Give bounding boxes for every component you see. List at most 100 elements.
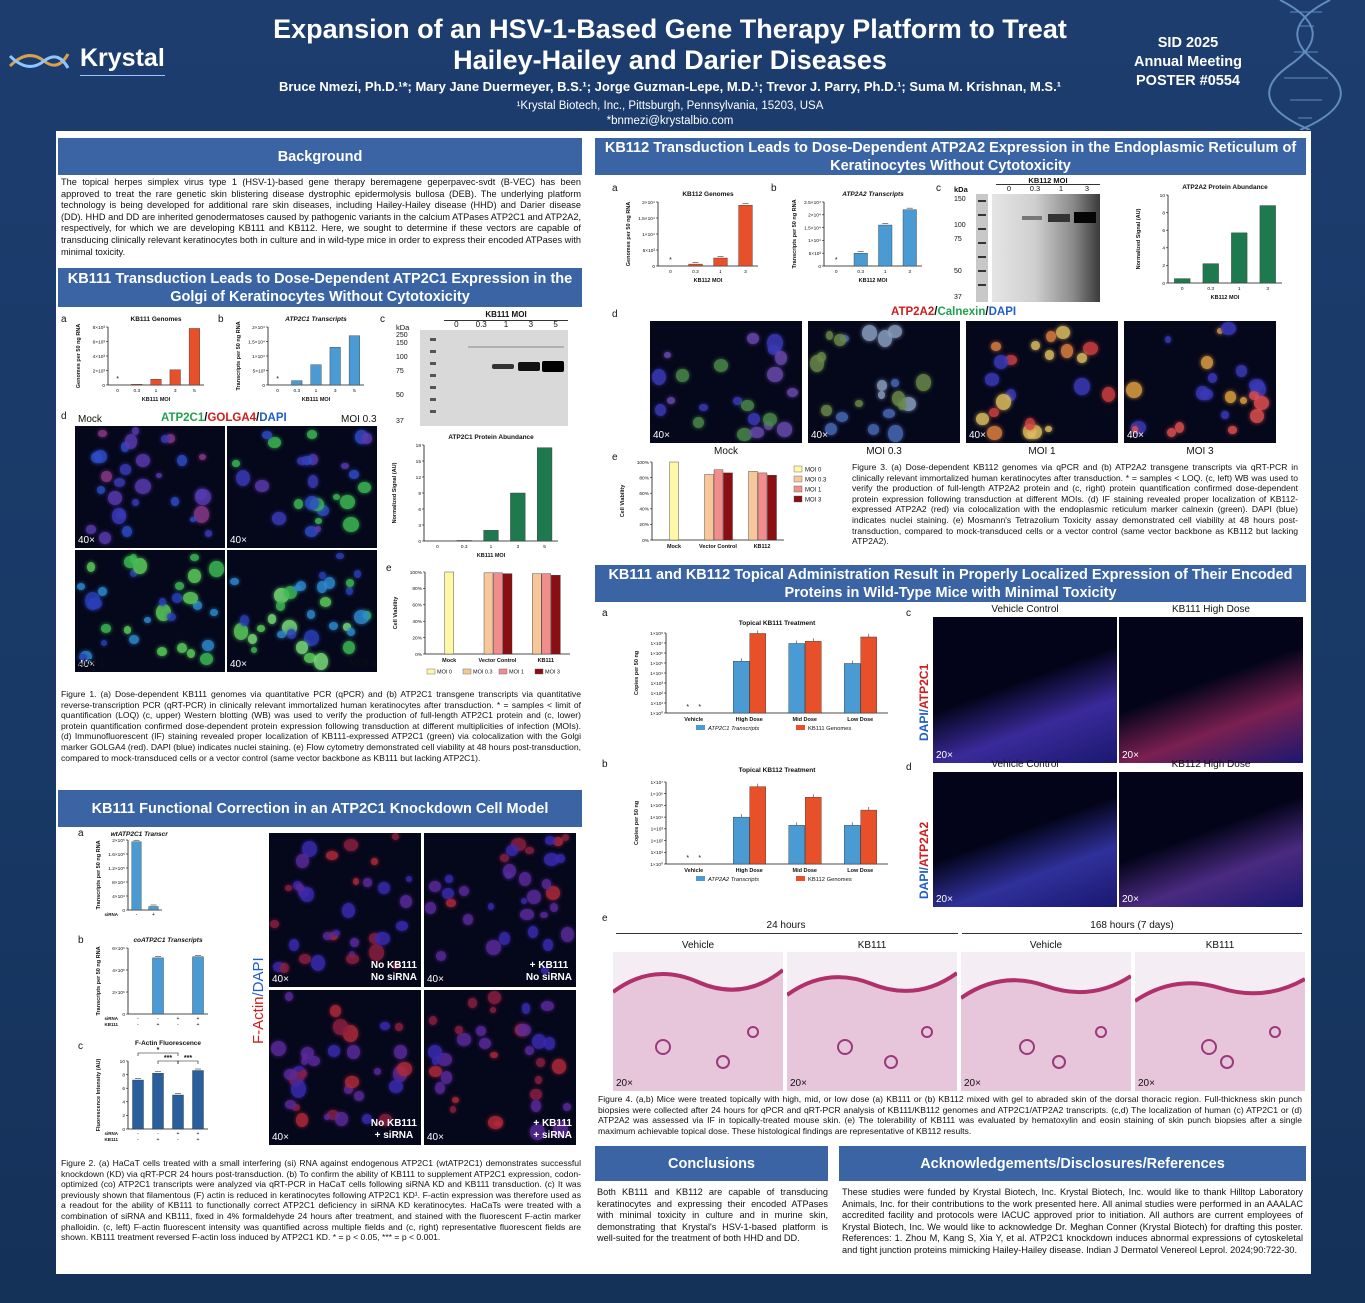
- cell-nucleus: [1239, 396, 1247, 404]
- fig2c-row-symbol: -: [137, 1131, 139, 1137]
- fig3c-bar: [1174, 278, 1191, 284]
- fig2b-ylabel: Transcripts per 50 ng RNA: [96, 946, 102, 1015]
- wb-kda-marker: 37: [396, 418, 404, 425]
- cell-nucleus: [476, 1025, 486, 1037]
- fig3d-tile-1: 40×: [808, 321, 960, 443]
- fig3b-xtick-label: 1: [884, 269, 887, 275]
- fig3b-bar: [878, 224, 893, 267]
- magnification-label: 20×: [790, 1078, 807, 1089]
- meeting-name: SID 2025: [1157, 35, 1219, 51]
- fig2a-row-label: siRNA: [104, 912, 118, 917]
- cell-nucleus: [428, 1065, 442, 1077]
- cell-nucleus: [434, 1081, 445, 1094]
- cell-nucleus: [233, 623, 249, 640]
- poster-header: Krystal Expansion of an HSV-1-Based Gene…: [0, 0, 1365, 130]
- cell-nucleus: [209, 561, 224, 577]
- cell-nucleus: [96, 486, 106, 495]
- fig4a-bar: [860, 636, 877, 714]
- fig1a-xtick-label: 1: [155, 388, 158, 394]
- cell-nucleus: [135, 479, 152, 495]
- fig1c-chart: ATP2C1 Protein Abundance 0 3 6 9 12 15 18 Normal…: [386, 431, 566, 561]
- wb2-title: KB112 MOI: [1028, 176, 1068, 185]
- cell-nucleus: [339, 494, 355, 510]
- fig1c-bar: [483, 530, 499, 542]
- cell-nucleus: [1045, 425, 1052, 432]
- fig2c-tile-kb111-no-sirna: 40× + KB111 No siRNA: [424, 833, 576, 987]
- cell-nucleus: [363, 878, 372, 888]
- fig1c-ytick-label: 6: [418, 507, 421, 513]
- fig3e-legend-label: MOI 1: [805, 488, 822, 494]
- cell-nucleus: [733, 396, 742, 406]
- fig1a-ytick-label: 4×10³: [93, 354, 106, 360]
- fig4a-legend-label: KB111 Genomes: [808, 726, 851, 732]
- fig1c-svg: ATP2C1 Protein Abundance0369121518Normal…: [392, 434, 558, 559]
- meeting-type: Annual Meeting: [1134, 54, 1242, 70]
- wb2-bracket: [996, 184, 1100, 185]
- fig4c-side-label: DAPI/ATP2C1: [917, 641, 933, 741]
- fig2c-tile-kb111-sirna: 40× + KB111 + siRNA: [424, 990, 576, 1145]
- wb2-band-moi3: [1074, 212, 1096, 223]
- cell-nucleus: [295, 581, 306, 591]
- cell-nucleus: [553, 837, 563, 846]
- fig4a-ytick-label: 1×10⁵: [650, 661, 663, 667]
- cell-nucleus: [342, 640, 355, 655]
- fig1b-xtick-label: 0: [276, 388, 279, 394]
- fig2b-row-symbol: -: [137, 1022, 139, 1028]
- wb1-kda-label: kDa: [396, 323, 410, 332]
- fig2b-row-symbol: +: [197, 1022, 200, 1028]
- fig2a-row-symbol: +: [152, 912, 155, 918]
- cell-nucleus: [991, 342, 1002, 351]
- cell-nucleus: [353, 878, 360, 886]
- fig2b-row-symbol: +: [197, 1016, 200, 1022]
- cell-nucleus: [291, 1080, 307, 1098]
- cell-nucleus: [539, 911, 548, 919]
- fig4e-bracket-168h: [962, 933, 1302, 934]
- cell-nucleus: [776, 422, 793, 437]
- cell-nucleus: [375, 931, 391, 945]
- fig2b-title: coATP2C1 Transcripts: [133, 937, 203, 944]
- fig3c-svg: ATP2A2 Protein Abundance0246810Normalize…: [1136, 184, 1282, 301]
- fig1c-ylabel: Normalized Signal (AU): [392, 462, 398, 523]
- wb1-membrane: [420, 330, 568, 426]
- fig2b-row-symbol: -: [157, 1016, 159, 1022]
- fig4b-legend-swatch: [796, 876, 805, 881]
- fig1b-ytick-label: 2×10⁴: [252, 325, 265, 331]
- fig4a-xtick-label: Mid Dose: [793, 717, 817, 723]
- cell-nucleus: [347, 1045, 360, 1060]
- fig3c-title: ATP2A2 Protein Abundance: [1182, 184, 1268, 191]
- cell-nucleus: [485, 940, 501, 956]
- fig4b-svg: Topical KB112 Treatment 1×10⁰ 1×10¹ 1×10² 1×…: [634, 767, 888, 883]
- cell-nucleus: [272, 512, 286, 525]
- cell-nucleus: [98, 430, 107, 437]
- fig1a-ytick-label: 8×10³: [93, 325, 106, 331]
- fig4b-bar: [860, 809, 877, 865]
- tile-condition-label: No KB111 No siRNA: [370, 960, 417, 983]
- fig1b-xtick-label: 0.3: [293, 388, 300, 394]
- cell-nucleus: [300, 886, 315, 902]
- fig2c-row-symbol: -: [177, 1137, 179, 1143]
- fig2a-ytick-label: 2×10⁵: [112, 838, 125, 844]
- fig1-panel-e-label: e: [386, 563, 392, 574]
- kb112-heading: KB112 Transduction Leads to Dose-Depende…: [595, 138, 1306, 175]
- wb-lane-label: 0.3: [1029, 184, 1041, 193]
- fig3e-legend-label: MOI 0.3: [805, 478, 827, 484]
- fig3a-xlabel: KB112 MOI: [694, 278, 723, 284]
- cell-nucleus: [251, 647, 258, 654]
- fig3a-ytick-label: 1×10⁴: [642, 232, 655, 238]
- wb-kda-marker: 37: [954, 294, 962, 301]
- fig3c-ytick-label: 4: [1162, 246, 1165, 252]
- wb-lane-label: 0.3: [475, 320, 487, 329]
- cell-nucleus: [766, 366, 783, 383]
- fig4d-dapi-label: DAPI/: [917, 866, 931, 899]
- fig3e-legend-label: MOI 0: [805, 468, 822, 474]
- fig4d-vehicle-tile-label: Vehicle Control: [991, 759, 1059, 770]
- fig3b-ytick-label: 1×10⁴: [808, 238, 821, 244]
- fig4a-bar: [788, 643, 805, 714]
- fig4d-kb112-tile: 20×: [1119, 772, 1303, 907]
- fig4e-time-168h: 168 hours (7 days): [1090, 920, 1174, 931]
- wb-kda-marker: 100: [954, 222, 966, 229]
- fig1c-western-blot: KB111 MOI 0 0.3 1 3 5 kDa 250 150 100 75 50 37: [396, 310, 568, 428]
- cell-nucleus: [825, 422, 838, 436]
- title-line-2: Hailey-Hailey and Darier Diseases: [453, 45, 887, 75]
- cell-nucleus: [132, 558, 148, 574]
